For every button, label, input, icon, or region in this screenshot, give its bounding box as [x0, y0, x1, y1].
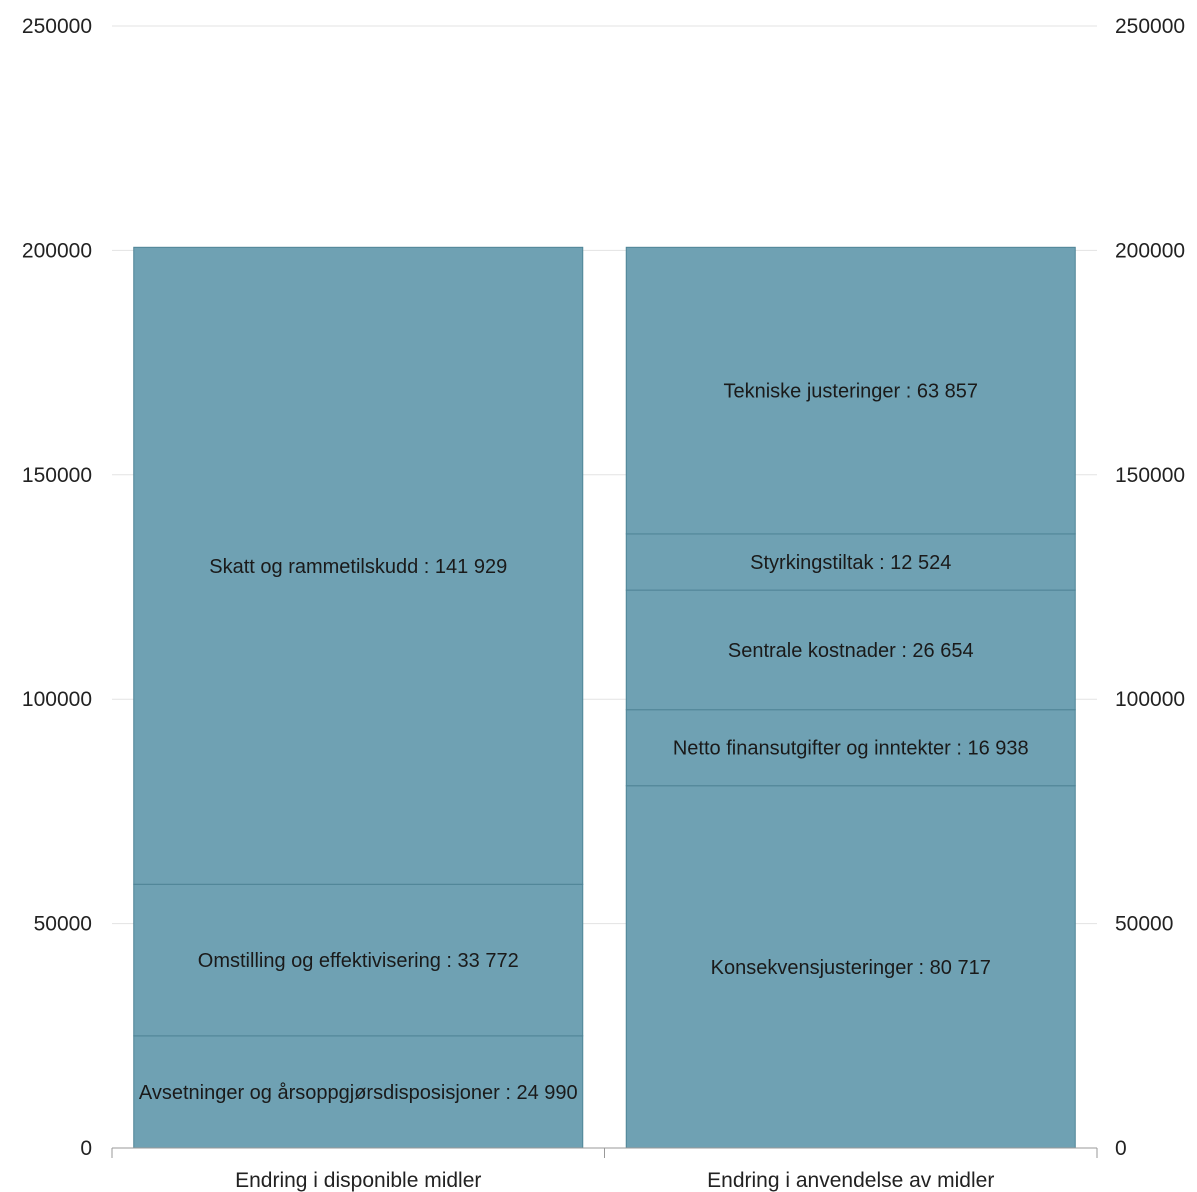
segment-label: Tekniske justeringer : 63 857	[723, 381, 978, 403]
bar-segment	[625, 246, 1076, 535]
y-tick-label-left: 150000	[22, 464, 92, 487]
y-tick-label-left: 50000	[34, 913, 92, 936]
y-tick-label-left: 0	[80, 1137, 92, 1160]
bar-segment	[133, 883, 584, 1037]
bar-segment	[625, 533, 1076, 591]
y-tick-label-right: 50000	[1115, 913, 1173, 936]
x-category-label: Endring i disponible midler	[235, 1169, 481, 1192]
segment-label: Sentrale kostnader : 26 654	[728, 640, 974, 662]
y-tick-label-right: 100000	[1115, 688, 1185, 711]
y-tick-label-right: 200000	[1115, 239, 1185, 262]
x-category-label: Endring i anvendelse av midler	[707, 1169, 994, 1192]
y-tick-label-left: 250000	[22, 15, 92, 38]
y-tick-label-left: 200000	[22, 239, 92, 262]
y-tick-label-left: 100000	[22, 688, 92, 711]
segment-label: Avsetninger og årsoppgjørsdisposisjoner …	[139, 1082, 578, 1104]
bar-segment	[133, 246, 584, 885]
segment-label: Styrkingstiltak : 12 524	[750, 552, 951, 574]
segment-label: Skatt og rammetilskudd : 141 929	[209, 556, 507, 578]
segment-label: Netto finansutgifter og inntekter : 16 9…	[673, 738, 1029, 760]
y-tick-label-right: 250000	[1115, 15, 1185, 38]
segment-label: Omstilling og effektivisering : 33 772	[198, 950, 519, 972]
axis-layer: 0 0 50000 50000 100000 100000 150000 150000 2000…	[22, 15, 1185, 1192]
bar-layer	[133, 246, 1076, 1149]
label-layer: Avsetninger og årsoppgjørsdisposisjoner …	[139, 381, 1029, 1104]
y-tick-label-right: 150000	[1115, 464, 1185, 487]
y-tick-label-right: 0	[1115, 1137, 1127, 1160]
segment-label: Konsekvensjusteringer : 80 717	[711, 957, 991, 979]
bar-segment	[625, 785, 1076, 1149]
bar-segment	[133, 1035, 584, 1149]
